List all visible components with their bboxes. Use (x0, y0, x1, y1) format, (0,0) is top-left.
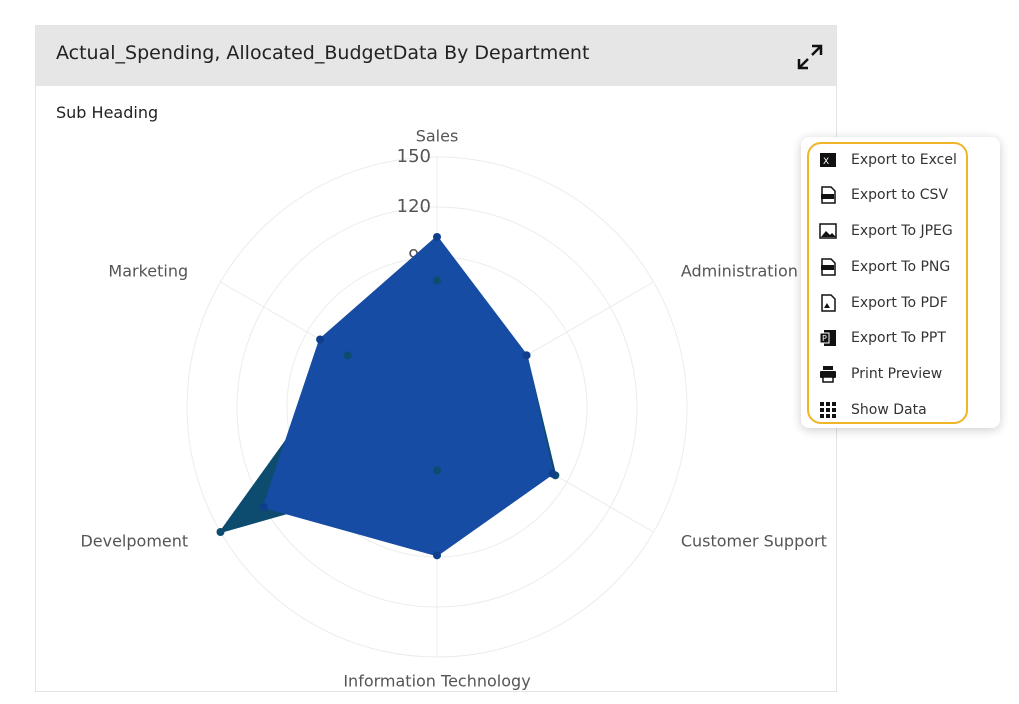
svg-text:P: P (822, 334, 827, 343)
menu-label: Export To JPEG (851, 223, 953, 239)
radar-point (343, 351, 352, 360)
chart-card: Actual_Spending, Allocated_BudgetData By… (35, 25, 837, 692)
chart-subtitle: Sub Heading (56, 103, 159, 122)
menu-item[interactable]: Export To JPEG (819, 219, 953, 243)
radar-point (548, 469, 557, 478)
axis-label: Develpoment (80, 532, 188, 551)
r-tick-label: 150 (397, 146, 431, 167)
card-header: Actual_Spending, Allocated_BudgetData By… (36, 26, 836, 86)
chart-title: Actual_Spending, Allocated_BudgetData By… (56, 42, 590, 64)
radar-point (216, 528, 225, 536)
menu-label: Export To PNG (851, 259, 951, 275)
menu-label: Export To PPT (851, 330, 946, 346)
axis-label: Sales (416, 127, 459, 146)
expand-icon[interactable] (796, 43, 824, 71)
menu-item[interactable]: Export to CSV (819, 183, 948, 207)
radar-point (433, 276, 441, 285)
menu-item[interactable]: Export To PNG (819, 255, 950, 279)
menu-label: Print Preview (851, 366, 943, 382)
radar-point (433, 551, 441, 560)
radar-point (316, 335, 325, 344)
menu-label: Export to CSV (851, 187, 949, 203)
menu-label: Export To PDF (851, 295, 948, 311)
radar-point (259, 503, 268, 511)
radar-point (433, 466, 441, 475)
menu-item[interactable]: Print Preview (819, 362, 942, 386)
svg-text:X: X (823, 157, 829, 167)
menu-label: Export to Excel (851, 152, 957, 168)
export-menu: X Export to Excel Export to CSV Export To… (801, 137, 1000, 428)
axis-label: Customer Support (681, 532, 827, 551)
menu-item[interactable]: P Export To PPT (819, 326, 946, 350)
menu-item[interactable]: X Export to Excel (819, 148, 957, 172)
axis-label: Marketing (108, 262, 188, 281)
radar-point (433, 233, 441, 241)
menu-label: Show Data (851, 402, 927, 418)
axis-label: Administration (681, 262, 798, 281)
radar-area (262, 235, 554, 557)
radar-point (522, 351, 531, 360)
r-tick-label: 120 (397, 196, 431, 217)
menu-border: X Export to Excel Export to CSV Export To… (807, 142, 968, 424)
menu-item[interactable]: Export To PDF (819, 291, 948, 315)
menu-item[interactable]: Show Data (819, 398, 927, 422)
axis-label: Information Technology (343, 672, 530, 691)
